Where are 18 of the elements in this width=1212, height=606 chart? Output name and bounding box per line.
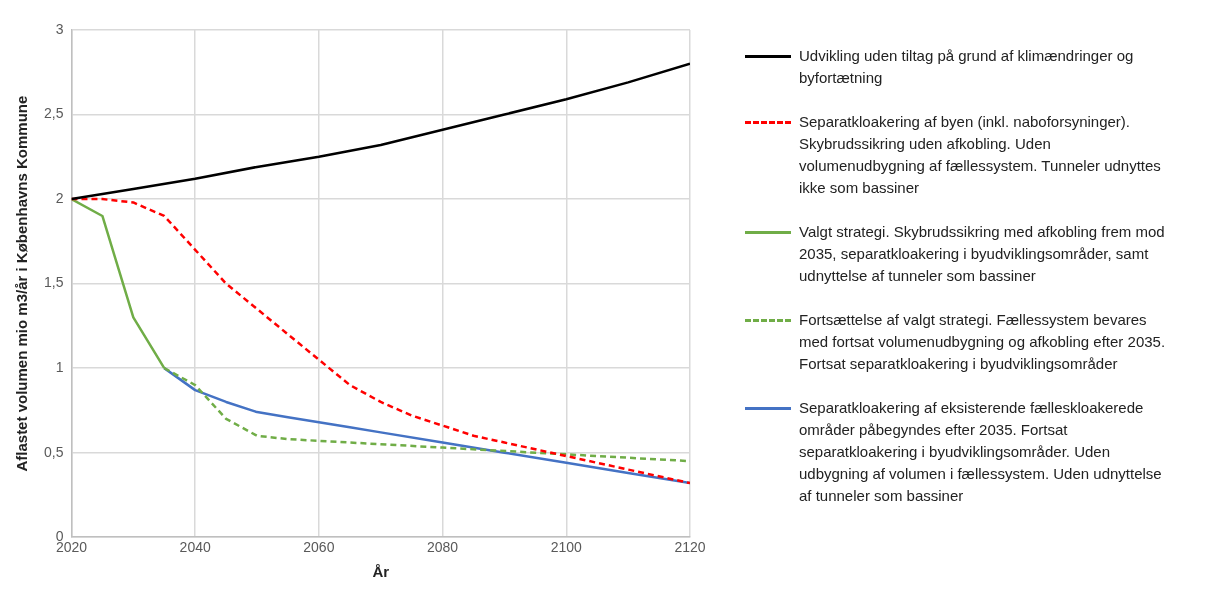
x-tick-label: 2080	[427, 539, 459, 556]
x-tick-label: 2040	[179, 539, 211, 556]
y-tick-label: 3	[55, 20, 64, 37]
y-tick-label: 2	[55, 189, 64, 206]
y-tick-label: 1	[55, 358, 64, 375]
legend-label: Valgt strategi. Skybrudssikring med afkobling frem mod 2035, separatkloakering i byudviklingsområder, samt udnyttelse af tunneler som bassiner	[799, 222, 1166, 286]
legend-label: Separatkloakering af byen (inkl. naboforsyninger). Skybrudssikring uden afkobling. Uden volumenudbygning af fællessystem. Tunneler udnyttes ikke som bassiner	[799, 112, 1162, 198]
y-axis-title: Aflastet volumen mio m3/år i Københavns Kommune	[13, 95, 31, 472]
x-tick-label: 2100	[550, 539, 583, 556]
legend-label: Separatkloakering af eksisterende fælleskloakerede områder påbegyndes efter 2035. Fortsat separatkloakering i byudviklingsområder. Uden udbygning af volumen i fællessystem. Uden udnyttelse af tunneler som bassiner	[799, 398, 1163, 506]
y-tick-label: 0,5	[43, 443, 64, 460]
y-tick-label: 2,5	[43, 105, 64, 122]
x-axis-title: År	[372, 563, 390, 581]
y-tick-label: 1,5	[43, 274, 64, 291]
x-tick-label: 2120	[674, 539, 706, 556]
legend-label: Udvikling uden tiltag på grund af klimændringer og byfortætning	[799, 46, 1135, 88]
legend-label: Fortsættelse af valgt strategi. Fællessystem bevares med fortsat volumenudbygning og afkobling efter 2035. Fortsat separatkloakering i byudviklingsområder	[799, 310, 1167, 374]
x-tick-label: 2060	[303, 539, 335, 556]
